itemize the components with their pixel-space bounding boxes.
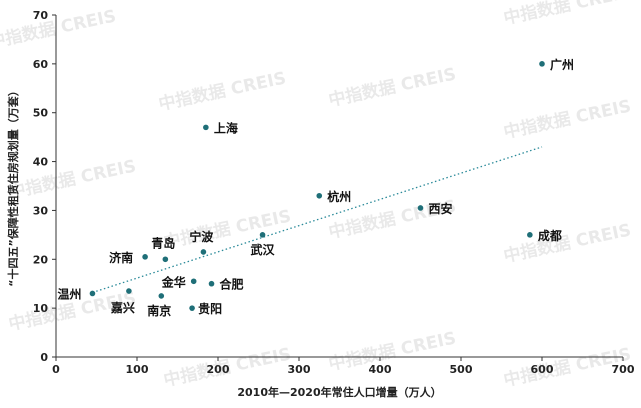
point-label: 宁波 — [189, 229, 214, 244]
x-tick-label: 600 — [531, 363, 554, 376]
data-point — [158, 293, 165, 299]
point-label: 合肥 — [220, 277, 244, 292]
y-tick-label: 60 — [33, 58, 49, 71]
y-tick-label: 70 — [33, 9, 49, 22]
x-tick-label: 0 — [52, 363, 60, 376]
point-label: 上海 — [214, 120, 238, 135]
point-label: 温州 — [57, 287, 81, 301]
watermark-text: 中指数据 CREIS — [0, 5, 118, 53]
data-point — [417, 205, 424, 211]
watermark-text: 中指数据 CREIS — [502, 0, 633, 29]
watermark-text: 中指数据 CREIS — [7, 155, 138, 203]
y-tick-label: 30 — [33, 204, 49, 217]
point-label: 金华 — [161, 274, 186, 289]
point-label: 成都 — [538, 228, 562, 243]
data-point — [200, 249, 207, 255]
data-point — [527, 232, 533, 238]
watermark-text: 中指数据 CREIS — [502, 95, 633, 143]
data-point — [162, 256, 169, 263]
x-tick-label: 100 — [126, 363, 149, 376]
data-point — [316, 192, 323, 199]
y-tick-label: 0 — [40, 351, 48, 364]
data-point — [203, 124, 209, 131]
x-tick-label: 500 — [450, 363, 473, 376]
x-axis-title: 2010年—2020年常住人口增量（万人） — [237, 385, 441, 399]
x-tick-label: 400 — [369, 363, 392, 376]
y-axis-title: “十四五”保障性租赁住房规划量（万套） — [6, 85, 20, 286]
point-label: 武汉 — [251, 242, 276, 257]
y-tick-label: 10 — [33, 302, 49, 315]
point-label: 广州 — [550, 57, 574, 72]
point-label: 济南 — [109, 250, 133, 265]
point-label: 西安 — [429, 201, 453, 216]
trendline — [92, 146, 543, 294]
watermark-layer: 中指数据 CREIS 中指数据 CREIS 中指数据 CREIS 中指数据 CREIS… — [0, 0, 633, 391]
y-tick-label: 50 — [33, 107, 49, 120]
trendline-layer — [92, 146, 543, 294]
x-tick-label: 200 — [207, 363, 230, 376]
data-point — [89, 290, 96, 297]
point-label: 杭州 — [327, 189, 351, 204]
watermark-text: 中指数据 CREIS — [157, 67, 288, 115]
points-layer — [89, 61, 545, 311]
data-point — [208, 280, 215, 287]
point-label: 南京 — [147, 303, 171, 318]
data-point — [539, 61, 545, 67]
point-label: 贵阳 — [198, 301, 222, 316]
axes: 0 100 200 300 400 500 600 700 0 10 20 30 40 50 60 70 — [33, 9, 635, 376]
data-point — [189, 305, 195, 311]
data-point — [142, 254, 148, 260]
point-label: 嘉兴 — [110, 300, 135, 315]
watermark-text: 中指数据 CREIS — [502, 219, 633, 267]
data-point — [259, 232, 266, 238]
point-label: 青岛 — [151, 235, 175, 250]
y-tick-label: 40 — [33, 156, 49, 169]
x-tick-label: 700 — [612, 363, 635, 376]
y-tick-label: 20 — [33, 253, 49, 266]
watermark-text: 中指数据 CREIS — [327, 327, 458, 375]
watermark-text: 中指数据 CREIS — [327, 63, 458, 111]
data-point — [126, 288, 132, 294]
x-tick-label: 300 — [288, 363, 311, 376]
data-point — [190, 278, 197, 285]
